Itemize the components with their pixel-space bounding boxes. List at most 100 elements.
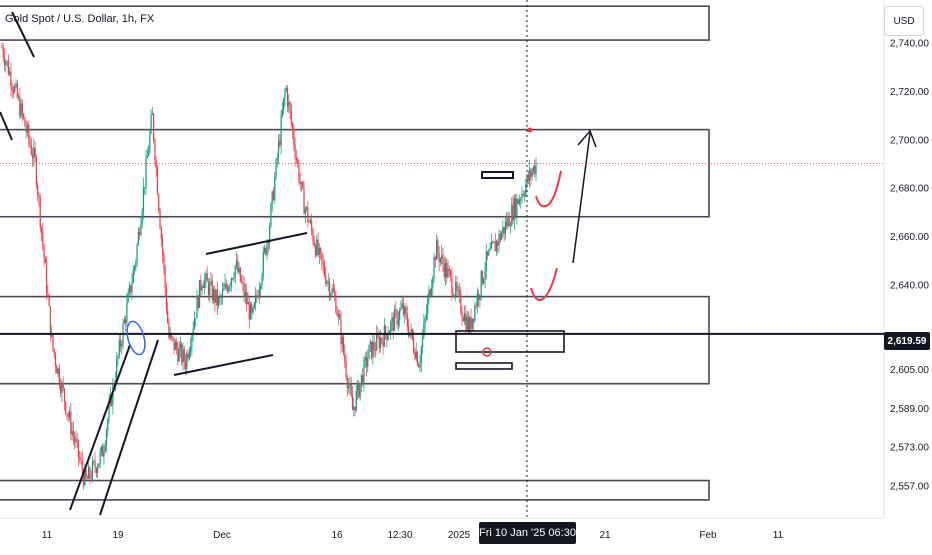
currency-button[interactable]: USD	[884, 6, 924, 36]
candle-body	[17, 96, 20, 98]
candle-body	[297, 159, 299, 164]
candle-body	[154, 140, 156, 162]
candle-body	[248, 301, 250, 320]
candle-body	[72, 430, 74, 437]
candle-body	[433, 257, 435, 278]
candle-body	[365, 356, 368, 367]
candle-body	[360, 374, 362, 384]
candle-body	[3, 57, 6, 66]
candle-body	[356, 382, 359, 392]
candle-body	[7, 60, 9, 75]
candle-body	[419, 363, 421, 368]
candle-body	[104, 445, 106, 451]
crosshair-price-label: 2,619.59	[884, 332, 930, 350]
candle-body	[202, 286, 204, 288]
candle-body	[105, 430, 108, 446]
candle-body	[117, 355, 119, 359]
candle-body	[441, 254, 443, 259]
candle-body	[6, 60, 8, 63]
candle-body	[235, 260, 238, 266]
candle-body	[266, 241, 268, 255]
candle-body	[240, 281, 243, 283]
candle-body	[494, 241, 496, 252]
candle-body	[498, 233, 500, 246]
candle-body	[230, 278, 233, 286]
candle-body	[131, 282, 133, 293]
candle-body	[256, 295, 258, 297]
candle-body	[372, 342, 374, 359]
candle-body	[499, 233, 501, 240]
candle-body	[346, 376, 348, 388]
candle-body	[258, 289, 261, 298]
channel-line	[99, 339, 159, 516]
candle-body	[523, 195, 526, 196]
candle-body	[161, 238, 164, 255]
candle-body	[153, 113, 155, 141]
candle-body	[472, 318, 475, 322]
candle-body	[342, 337, 345, 354]
candle-body	[51, 333, 53, 337]
candle-body	[337, 313, 340, 317]
candle-body	[249, 304, 252, 320]
x-tick-label: Feb	[699, 530, 717, 541]
candle-body	[252, 307, 254, 313]
candle-body	[387, 335, 389, 340]
candle-body	[364, 356, 366, 360]
candle-body	[43, 245, 45, 259]
candle-body	[300, 182, 303, 184]
y-tick-label: 2,573.00	[890, 443, 929, 454]
y-tick-label: 2,557.00	[890, 481, 929, 492]
candle-body	[98, 463, 100, 468]
candle-body	[38, 194, 40, 198]
candle-body	[434, 257, 436, 261]
candle-body	[462, 317, 464, 322]
candle-body	[325, 275, 327, 284]
candle-body	[276, 157, 278, 160]
candle-body	[121, 343, 123, 347]
candle-body	[507, 216, 509, 227]
candle-body	[52, 333, 54, 350]
candle-body	[228, 286, 230, 292]
candle-body	[128, 285, 131, 293]
candle-body	[137, 231, 139, 245]
candle-body	[170, 333, 173, 337]
candle-body	[156, 168, 159, 195]
candle-body	[221, 290, 224, 298]
candle-body	[233, 277, 235, 280]
candle-body	[127, 292, 129, 303]
candle-body	[56, 365, 58, 374]
candle-body	[82, 471, 85, 486]
candle-body	[410, 328, 412, 333]
candle-body	[243, 283, 245, 297]
candle-body	[79, 456, 81, 460]
candle-body	[451, 274, 453, 294]
candle-body	[522, 193, 524, 196]
candle-body	[226, 287, 229, 292]
candle-body	[167, 310, 169, 323]
candle-body	[517, 198, 519, 204]
candle-body	[370, 341, 373, 359]
candle-body	[424, 318, 426, 324]
candle-body	[385, 325, 387, 334]
candle-body	[30, 145, 32, 155]
marker-box	[481, 171, 514, 179]
candle-body	[406, 314, 408, 327]
candle-body	[237, 260, 239, 273]
candle-body	[391, 317, 393, 322]
candle-body	[474, 305, 476, 322]
candle-body	[164, 267, 166, 289]
candle-body	[530, 169, 532, 177]
candle-body	[421, 336, 424, 348]
candle-body	[215, 289, 217, 303]
candle-body	[270, 204, 272, 227]
candle-body	[525, 184, 527, 196]
candle-body	[308, 221, 310, 223]
candle-body	[206, 273, 208, 282]
candle-body	[24, 117, 26, 127]
candle-body	[178, 348, 180, 362]
candle-body	[60, 385, 62, 393]
candle-body	[312, 230, 314, 242]
candle-body	[286, 87, 289, 106]
